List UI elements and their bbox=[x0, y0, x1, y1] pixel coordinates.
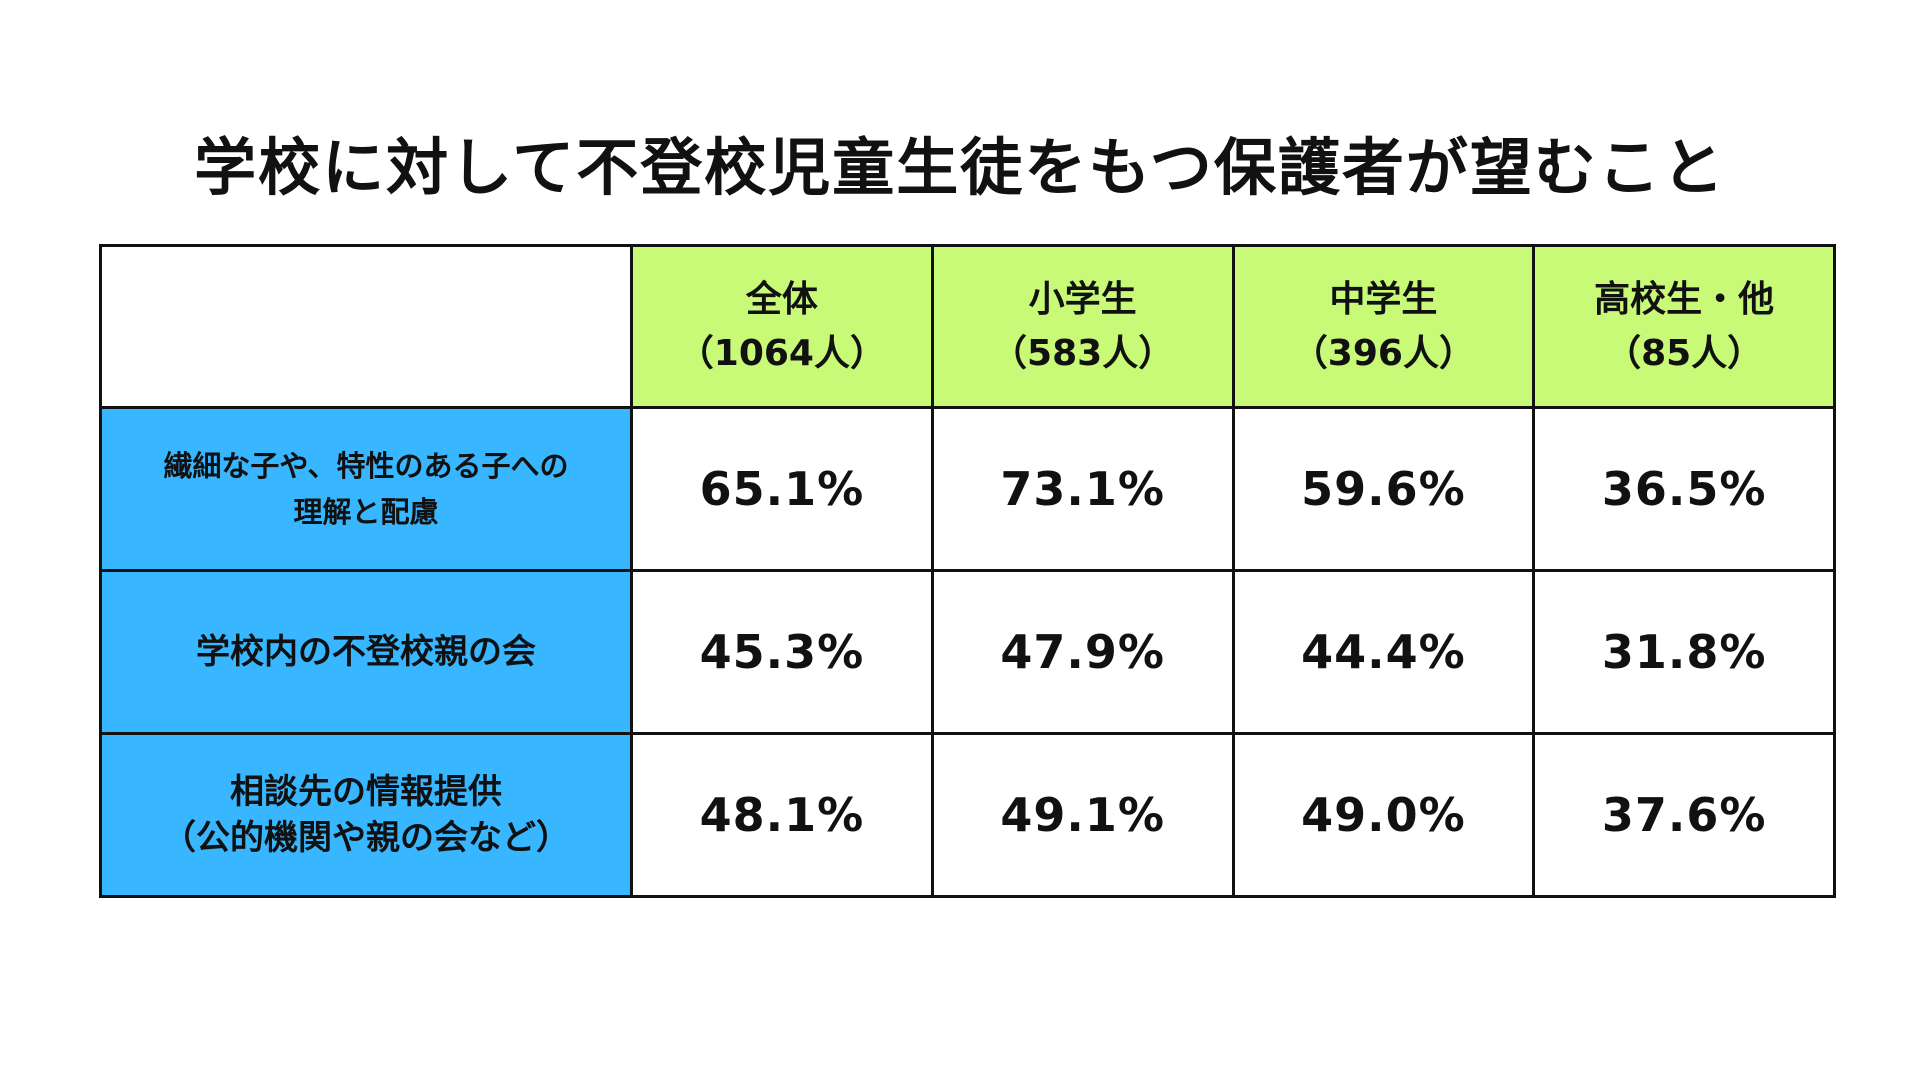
table-header-row: 全体 （1064人） 小学生 （583人） 中学生 （396人） 高校生・他 （… bbox=[99, 244, 1836, 409]
corner-cell bbox=[99, 244, 633, 409]
results-table: 全体 （1064人） 小学生 （583人） 中学生 （396人） 高校生・他 （… bbox=[99, 244, 1836, 898]
column-header-count: （1064人） bbox=[677, 332, 886, 374]
table-row: 繊細な子や、特性のある子への 理解と配慮 65.1% 73.1% 59.6% 3… bbox=[99, 406, 1836, 572]
row-label-line: 相談先の情報提供 bbox=[230, 772, 502, 812]
row-label-line: （公的機関や親の会など） bbox=[162, 818, 570, 858]
table-row: 相談先の情報提供 （公的機関や親の会など） 48.1% 49.1% 49.0% … bbox=[99, 732, 1836, 898]
column-header-junior-high: 中学生 （396人） bbox=[1231, 244, 1536, 409]
row-label-line: 繊細な子や、特性のある子への bbox=[163, 449, 569, 483]
column-header-all: 全体 （1064人） bbox=[630, 244, 934, 409]
column-header-title: 全体 bbox=[745, 278, 818, 320]
value-cell: 73.1% bbox=[930, 406, 1235, 572]
column-header-title: 中学生 bbox=[1329, 278, 1438, 320]
value-cell: 65.1% bbox=[630, 406, 934, 572]
column-header-title: 高校生・他 bbox=[1594, 278, 1775, 320]
column-header-count: （583人） bbox=[991, 332, 1175, 374]
value-cell: 36.5% bbox=[1532, 406, 1836, 572]
value-cell: 31.8% bbox=[1532, 569, 1836, 735]
value-cell: 44.4% bbox=[1231, 569, 1536, 735]
row-label-line: 理解と配慮 bbox=[293, 495, 439, 529]
column-header-count: （396人） bbox=[1291, 332, 1475, 374]
column-header-title: 小学生 bbox=[1028, 278, 1137, 320]
row-label-line: 学校内の不登校親の会 bbox=[196, 632, 536, 672]
value-cell: 48.1% bbox=[630, 732, 934, 898]
column-header-count: （85人） bbox=[1605, 332, 1764, 374]
column-header-elementary: 小学生 （583人） bbox=[930, 244, 1235, 409]
row-label-consultation-info: 相談先の情報提供 （公的機関や親の会など） bbox=[99, 732, 633, 898]
value-cell: 45.3% bbox=[630, 569, 934, 735]
value-cell: 49.0% bbox=[1231, 732, 1536, 898]
column-header-high-school-other: 高校生・他 （85人） bbox=[1532, 244, 1836, 409]
value-cell: 47.9% bbox=[930, 569, 1235, 735]
value-cell: 37.6% bbox=[1532, 732, 1836, 898]
page-title: 学校に対して不登校児童生徒をもつ保護者が望むこと bbox=[194, 131, 1726, 204]
table-row: 学校内の不登校親の会 45.3% 47.9% 44.4% 31.8% bbox=[99, 569, 1836, 735]
value-cell: 49.1% bbox=[930, 732, 1235, 898]
value-cell: 59.6% bbox=[1231, 406, 1536, 572]
row-label-parent-group: 学校内の不登校親の会 bbox=[99, 569, 633, 735]
row-label-understanding: 繊細な子や、特性のある子への 理解と配慮 bbox=[99, 406, 633, 572]
